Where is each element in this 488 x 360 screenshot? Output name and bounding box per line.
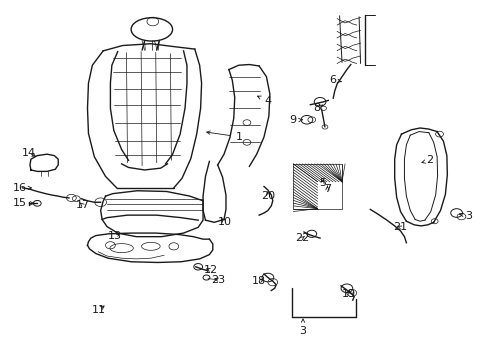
Text: 14: 14: [22, 148, 36, 158]
Text: 8: 8: [312, 103, 323, 113]
Text: 3: 3: [299, 319, 306, 336]
Text: 18: 18: [251, 276, 265, 286]
Text: 12: 12: [204, 265, 218, 275]
Text: 1: 1: [206, 131, 243, 142]
Text: 21: 21: [393, 222, 407, 232]
Text: 15: 15: [13, 198, 34, 208]
Text: 9: 9: [289, 116, 302, 126]
Text: 22: 22: [294, 233, 308, 243]
Text: 3: 3: [459, 211, 471, 221]
Text: 17: 17: [76, 200, 89, 210]
Text: 5: 5: [318, 178, 325, 188]
Text: 11: 11: [92, 305, 106, 315]
Text: 19: 19: [342, 289, 356, 299]
Text: 20: 20: [260, 191, 274, 201]
Text: 2: 2: [421, 155, 432, 165]
Text: 4: 4: [257, 96, 271, 106]
Text: 6: 6: [328, 75, 341, 85]
Text: 7: 7: [323, 184, 330, 194]
Text: 16: 16: [13, 183, 31, 193]
Text: 10: 10: [218, 217, 231, 227]
Text: 13: 13: [108, 231, 122, 240]
Text: 23: 23: [211, 275, 225, 285]
